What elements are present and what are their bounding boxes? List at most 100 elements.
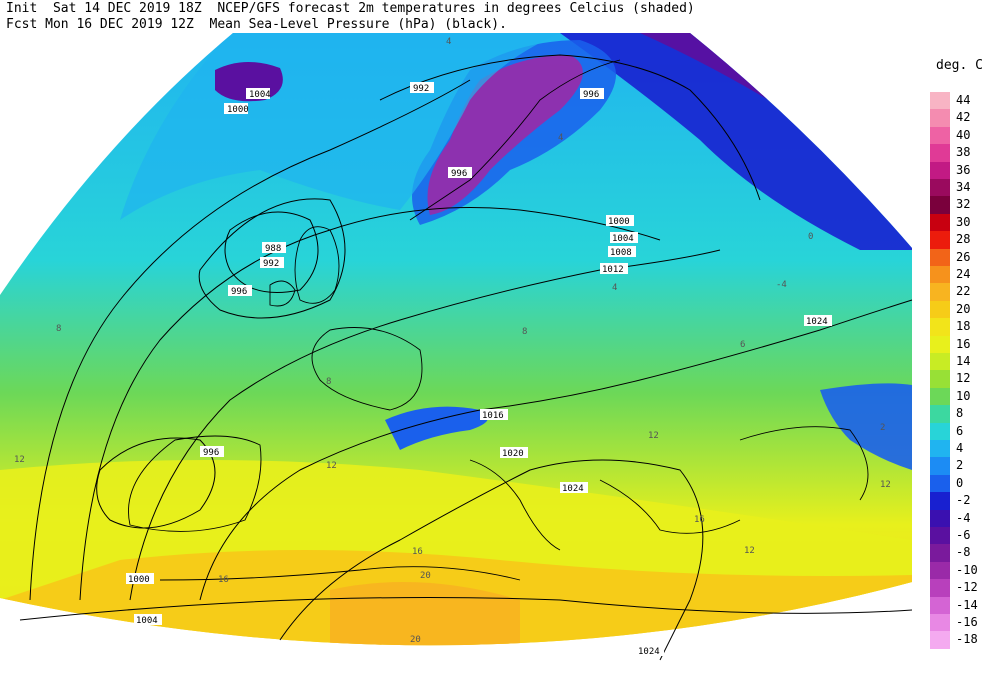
legend-label: 44 <box>956 93 971 107</box>
legend-swatch <box>930 370 950 388</box>
svg-text:1012: 1012 <box>602 265 624 275</box>
legend-label: 42 <box>956 110 971 125</box>
legend-entry: 38 <box>930 144 1000 162</box>
temp-label: 8 <box>326 377 331 387</box>
legend-entry: 32 <box>930 196 1000 214</box>
pressure-label: 996 <box>228 285 252 297</box>
legend-title: deg. C <box>936 58 983 73</box>
svg-text:1024: 1024 <box>562 484 584 494</box>
temp-label: 20 <box>410 635 421 645</box>
temp-label: 8 <box>522 327 527 337</box>
legend-entry: 10 <box>930 387 1000 406</box>
pressure-label: 1012 <box>600 263 628 275</box>
legend-entry: -6 <box>930 527 1000 545</box>
pressure-label: 992 <box>260 257 284 269</box>
pressure-label: 1000 <box>606 215 634 227</box>
legend-label: 6 <box>956 423 964 438</box>
legend-swatch <box>930 631 950 649</box>
svg-text:988: 988 <box>265 244 281 254</box>
legend-swatch <box>930 109 950 127</box>
pressure-label: 1004 <box>246 88 271 100</box>
hot-zone-sahara <box>330 582 520 646</box>
legend-entry: 18 <box>930 318 1000 336</box>
legend-entry: 30 <box>930 213 1000 232</box>
legend-label: 2 <box>956 458 964 473</box>
legend-entry: 28 <box>930 231 1000 249</box>
legend-label: 10 <box>956 388 971 403</box>
legend-label: 4 <box>956 441 964 455</box>
legend-entry: 12 <box>930 370 1000 388</box>
legend-swatch <box>930 509 950 527</box>
legend-label: 24 <box>956 267 971 281</box>
temp-label: 12 <box>326 461 337 471</box>
legend-label: 20 <box>956 301 971 316</box>
legend-label: 26 <box>956 249 971 264</box>
legend-swatch <box>930 231 950 249</box>
svg-text:1024: 1024 <box>638 647 660 657</box>
temp-label: -4 <box>776 280 787 290</box>
pressure-label: 996 <box>200 446 224 458</box>
legend-swatch <box>930 405 950 423</box>
svg-text:1004: 1004 <box>249 90 271 100</box>
legend-swatch <box>930 300 950 319</box>
svg-text:996: 996 <box>231 287 247 297</box>
legend-label: -6 <box>956 528 971 542</box>
svg-text:1004: 1004 <box>612 234 634 244</box>
svg-text:1024: 1024 <box>806 317 828 327</box>
legend-swatch <box>930 283 950 301</box>
legend-entry: 8 <box>930 405 1000 423</box>
legend-entry: -14 <box>930 596 1000 614</box>
legend-label: 28 <box>956 232 971 247</box>
legend-entry: -16 <box>930 614 1000 632</box>
pressure-label: 996 <box>580 88 604 100</box>
svg-text:1016: 1016 <box>482 411 504 421</box>
legend-label: 34 <box>956 180 971 194</box>
legend-label: -4 <box>956 510 971 525</box>
svg-text:1000: 1000 <box>227 105 249 115</box>
legend-label: 0 <box>956 475 964 490</box>
legend-swatch <box>930 179 950 197</box>
legend-swatch <box>930 318 950 336</box>
legend-entry: 40 <box>930 126 1000 145</box>
legend-swatch <box>930 596 950 614</box>
legend-label: -18 <box>956 632 978 647</box>
pressure-label: 1000 <box>224 103 249 115</box>
pressure-label: 1024 <box>804 315 832 327</box>
legend-swatch <box>930 492 950 510</box>
temp-label: 12 <box>14 455 25 465</box>
legend-entry: -10 <box>930 561 1000 580</box>
legend-label: 18 <box>956 319 971 334</box>
legend-label: 14 <box>956 354 971 368</box>
legend-entry: 2 <box>930 457 1000 475</box>
legend-entry: 42 <box>930 109 1000 127</box>
pressure-label: 1004 <box>610 232 638 244</box>
legend-swatch <box>930 457 950 475</box>
temp-label: 16 <box>694 515 705 525</box>
pressure-label: 1024 <box>636 645 664 657</box>
temp-label: 4 <box>558 133 563 143</box>
legend-label: 40 <box>956 127 971 142</box>
svg-text:996: 996 <box>203 448 219 458</box>
svg-text:996: 996 <box>451 169 467 179</box>
temperature-labels: 4 8 12 16 20 4 8 12 16 20 12 6 8 12 0 -4… <box>14 37 891 645</box>
temp-label: 20 <box>420 571 431 581</box>
pressure-label: 1008 <box>608 246 636 258</box>
temp-label: 4 <box>446 37 451 47</box>
legend-swatch <box>930 353 950 371</box>
pressure-label: 1016 <box>480 409 508 421</box>
legend-swatch <box>930 579 950 597</box>
pressure-labels: 992 1004 1000 996 996 1000 1004 1008 101… <box>126 82 832 657</box>
legend-label: 16 <box>956 336 971 351</box>
legend-entry: 20 <box>930 300 1000 319</box>
legend-entry: 24 <box>930 266 1000 284</box>
legend-label: 32 <box>956 197 971 212</box>
legend-entry: -18 <box>930 631 1000 649</box>
svg-text:996: 996 <box>583 90 599 100</box>
legend-swatch <box>930 126 950 145</box>
legend-entry: 14 <box>930 353 1000 371</box>
cold-zone-caucasus <box>820 383 912 470</box>
pressure-label: 992 <box>410 82 434 94</box>
legend-entry: -2 <box>930 492 1000 510</box>
temp-label: 4 <box>612 283 617 293</box>
legend-swatch <box>930 422 950 440</box>
